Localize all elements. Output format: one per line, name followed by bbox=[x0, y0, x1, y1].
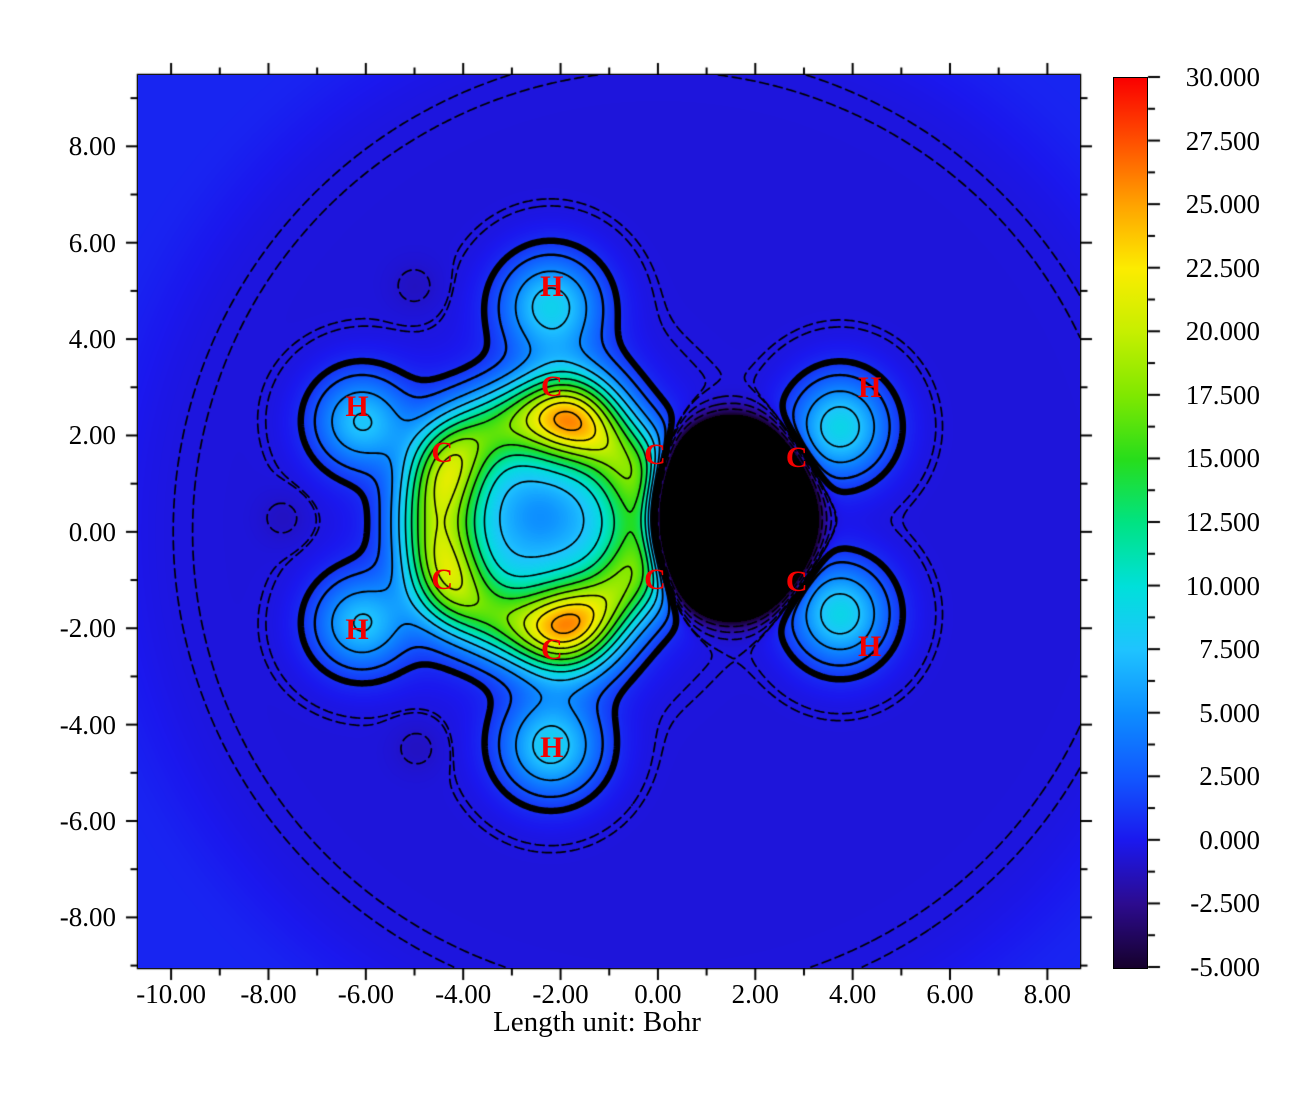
atom-label-c: C bbox=[785, 564, 808, 598]
colorbar-tick-label: 20.000 bbox=[1185, 316, 1260, 347]
atom-label-c: C bbox=[431, 563, 454, 597]
colorbar-gradient bbox=[1113, 77, 1148, 969]
y-tick-label: 2.00 bbox=[68, 420, 116, 451]
atom-label-h: H bbox=[540, 270, 564, 304]
y-tick-label: -8.00 bbox=[59, 902, 116, 933]
colorbar-tick-label: 30.000 bbox=[1185, 62, 1260, 92]
heatmap-canvas bbox=[138, 75, 1080, 968]
atom-label-c: C bbox=[540, 632, 563, 666]
x-tick-label: -2.00 bbox=[532, 979, 589, 1009]
x-tick-label: 4.00 bbox=[829, 979, 877, 1009]
colorbar-tick-label: 12.500 bbox=[1185, 507, 1260, 537]
x-tick-label: 6.00 bbox=[926, 979, 974, 1009]
atom-label-c: C bbox=[431, 435, 454, 469]
x-tick-label: -4.00 bbox=[435, 979, 492, 1009]
colorbar-tick-label: 22.500 bbox=[1185, 252, 1260, 283]
colorbar-tick-label: 25.000 bbox=[1185, 189, 1260, 220]
colorbar-tick-label: 15.000 bbox=[1185, 443, 1260, 474]
colorbar-tick-label: 7.500 bbox=[1199, 634, 1260, 665]
atom-label-c: C bbox=[540, 369, 563, 403]
y-tick-label: -4.00 bbox=[59, 709, 116, 740]
atom-label-c: C bbox=[644, 563, 666, 597]
y-tick-label: 4.00 bbox=[68, 324, 116, 355]
colorbar-tick-label: 5.000 bbox=[1199, 697, 1260, 728]
atom-label-h: H bbox=[858, 370, 882, 404]
x-tick-label: 8.00 bbox=[1023, 979, 1071, 1009]
y-tick-label: -2.00 bbox=[59, 613, 116, 644]
atom-label-h: H bbox=[345, 612, 369, 646]
y-tick-label: -6.00 bbox=[59, 806, 116, 836]
colorbar-tick-label: 17.500 bbox=[1185, 379, 1260, 410]
atom-label-h: H bbox=[540, 730, 564, 764]
x-tick-label: -6.00 bbox=[337, 979, 394, 1009]
colorbar-tick-label: 27.500 bbox=[1185, 125, 1260, 156]
atom-label-h: H bbox=[345, 390, 369, 424]
y-tick-label: 8.00 bbox=[68, 131, 116, 162]
x-tick-label: -10.00 bbox=[136, 979, 206, 1009]
x-axis-title: Length unit: Bohr bbox=[493, 1006, 701, 1038]
atom-label-c: C bbox=[644, 437, 666, 471]
colorbar-tick-label: 10.000 bbox=[1185, 570, 1260, 601]
atom-label-c: C bbox=[785, 441, 808, 475]
atom-label-h: H bbox=[858, 630, 882, 664]
colorbar-tick-label: -2.500 bbox=[1190, 888, 1260, 919]
y-tick-label: 0.00 bbox=[68, 516, 116, 547]
x-tick-label: 2.00 bbox=[731, 979, 779, 1009]
x-tick-label: 0.00 bbox=[634, 979, 682, 1009]
colorbar-tick-label: 2.500 bbox=[1199, 761, 1260, 792]
colorbar-tick-label: -5.000 bbox=[1190, 952, 1260, 982]
colorbar-tick-label: 0.000 bbox=[1199, 824, 1260, 855]
x-tick-label: -8.00 bbox=[240, 979, 297, 1009]
y-tick-label: 6.00 bbox=[68, 227, 116, 258]
